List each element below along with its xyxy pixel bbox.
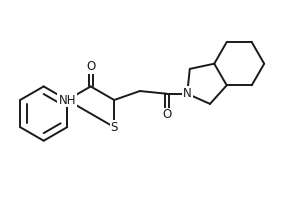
Text: NH: NH	[58, 94, 76, 107]
Text: N: N	[183, 87, 192, 100]
Text: O: O	[162, 108, 172, 121]
Text: O: O	[86, 60, 95, 73]
Text: S: S	[110, 121, 118, 134]
